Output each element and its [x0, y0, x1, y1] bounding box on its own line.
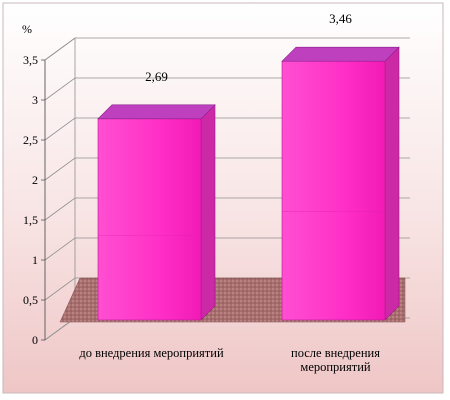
value-label: 3,46: [329, 11, 352, 26]
bar-side-face: [200, 104, 216, 321]
y-tick-label: 0,5: [23, 293, 38, 307]
value-label: 2,69: [145, 69, 168, 84]
y-tick-label: 3: [32, 93, 38, 107]
y-tick-label: 3,5: [23, 53, 38, 67]
bar-top-face: [97, 104, 216, 120]
y-unit-label: %: [22, 22, 32, 36]
bars: [97, 46, 400, 321]
category-label: до внедрения мероприятий: [79, 346, 224, 360]
x-axis-labels: до внедрения мероприятий после внедрениям…: [79, 346, 380, 374]
value-labels: 2,69 3,46: [145, 11, 352, 84]
bar-top-face: [281, 46, 400, 62]
bar-2: [281, 46, 400, 321]
bar-side-face: [384, 46, 400, 321]
y-axis-ticks: 0 0,5 1 1,5 2 2,5 3 3,5: [23, 53, 46, 347]
y-tick-label: 1,5: [23, 213, 38, 227]
bar-1: [97, 104, 216, 321]
y-tick-label: 2,5: [23, 133, 38, 147]
bar-front-face: [97, 118, 202, 321]
y-tick-label: 1: [32, 253, 38, 267]
grid-line: [44, 37, 410, 61]
y-tick-label: 2: [32, 173, 38, 187]
bar-front-face: [281, 60, 386, 321]
category-label: мероприятий: [300, 360, 370, 374]
category-label: после внедрения: [291, 346, 380, 360]
y-tick-label: 0: [32, 333, 38, 347]
